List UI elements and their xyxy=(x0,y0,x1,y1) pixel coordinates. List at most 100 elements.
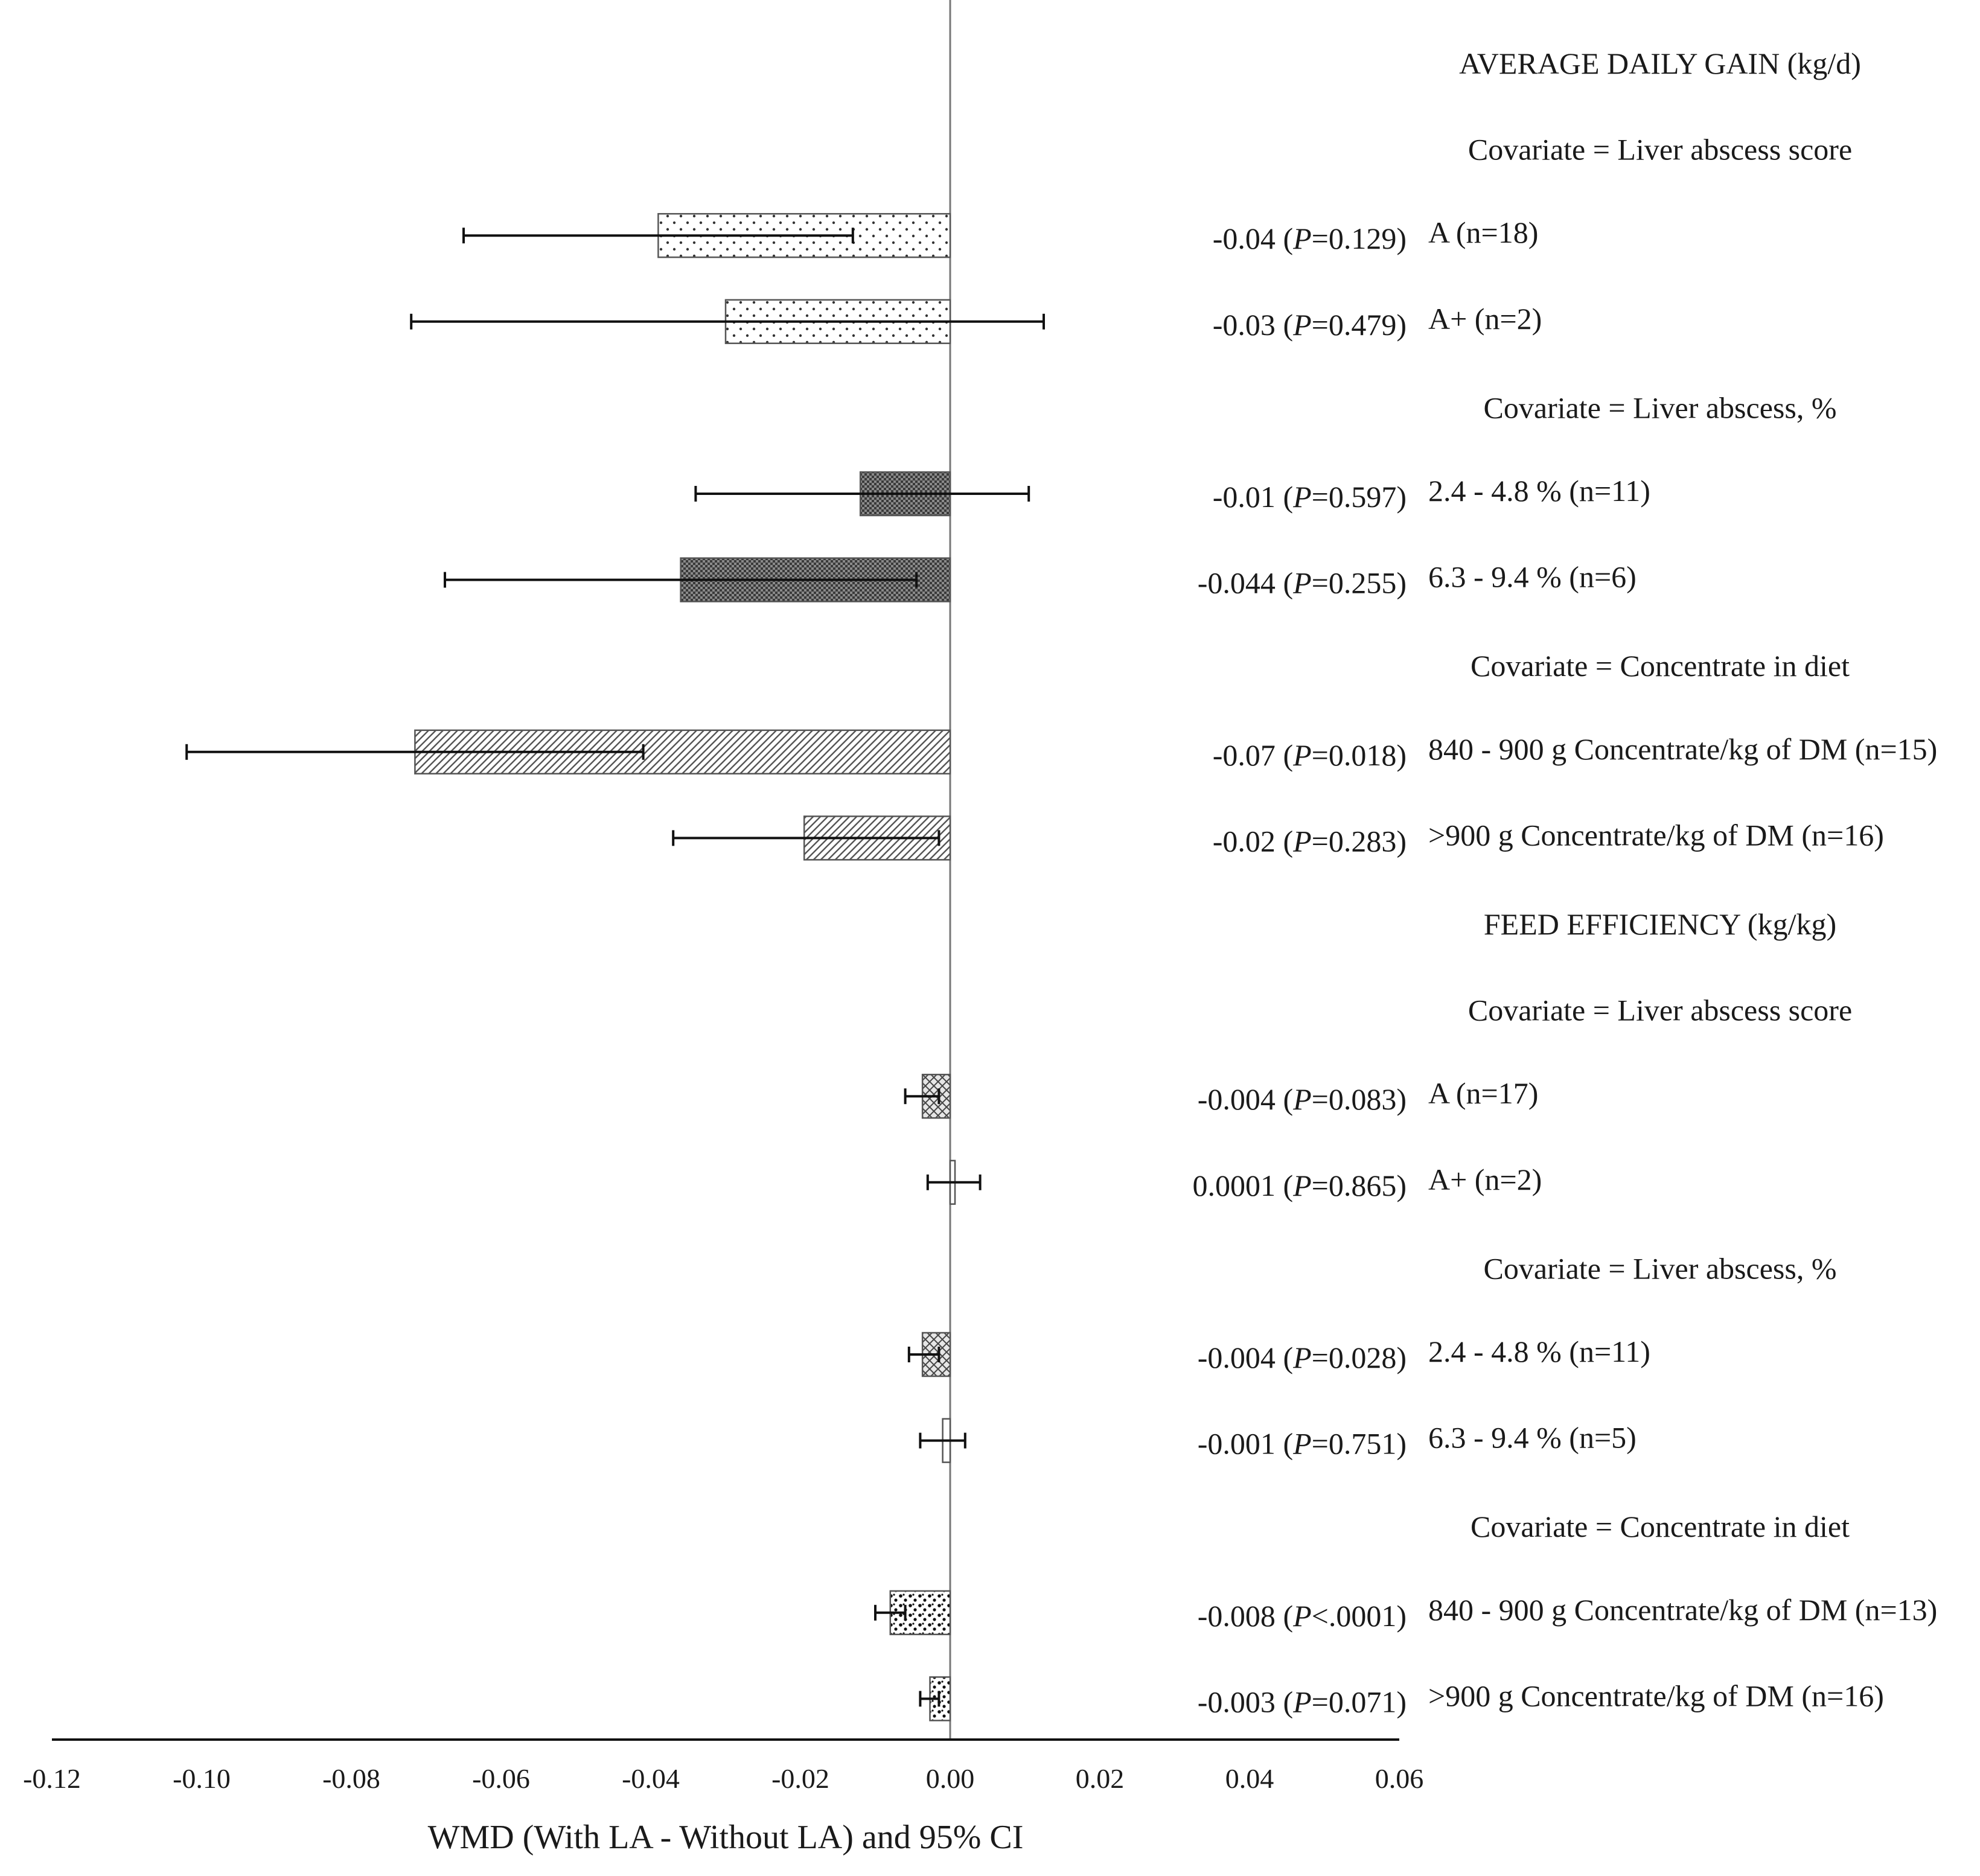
p-close: ) xyxy=(1396,308,1407,342)
p-open: ( xyxy=(1276,1341,1293,1374)
p-value: =0.865 xyxy=(1312,1169,1397,1202)
p-close: ) xyxy=(1396,1599,1407,1633)
row-label: A+ (n=2) xyxy=(1428,1163,1542,1196)
p-value: =0.597 xyxy=(1312,480,1397,514)
p-close: ) xyxy=(1396,566,1407,600)
p-symbol: P xyxy=(1292,1685,1312,1718)
p-open: ( xyxy=(1276,1082,1293,1116)
p-value: =0.129 xyxy=(1312,222,1397,255)
row-label: 2.4 - 4.8 % (n=11) xyxy=(1428,1335,1650,1368)
row-label: 6.3 - 9.4 % (n=6) xyxy=(1428,560,1637,594)
estimate-value: -0.004 xyxy=(1198,1082,1276,1116)
estimate-label: -0.044 (P=0.255) xyxy=(1198,566,1407,600)
p-symbol: P xyxy=(1292,222,1312,255)
section-title: AVERAGE DAILY GAIN (kg/d) xyxy=(1459,46,1861,80)
x-tick-label: 0.04 xyxy=(1225,1763,1274,1794)
p-value: =0.751 xyxy=(1312,1427,1397,1461)
p-symbol: P xyxy=(1292,1427,1312,1461)
p-close: ) xyxy=(1396,222,1407,255)
p-value: <.0001 xyxy=(1312,1599,1397,1633)
p-open: ( xyxy=(1276,566,1293,600)
p-value: =0.255 xyxy=(1312,566,1397,600)
row-label: >900 g Concentrate/kg of DM (n=16) xyxy=(1428,1679,1884,1712)
p-close: ) xyxy=(1396,1169,1407,1202)
x-tick-label: -0.06 xyxy=(472,1763,530,1794)
p-open: ( xyxy=(1276,1169,1293,1202)
p-open: ( xyxy=(1276,1685,1293,1718)
p-symbol: P xyxy=(1292,824,1312,858)
estimate-label: -0.07 (P=0.018) xyxy=(1213,738,1407,772)
estimate-value: -0.01 xyxy=(1213,480,1276,514)
estimate-value: -0.003 xyxy=(1198,1685,1276,1718)
p-close: ) xyxy=(1396,1341,1407,1374)
row-label: 840 - 900 g Concentrate/kg of DM (n=15) xyxy=(1428,732,1937,766)
p-open: ( xyxy=(1276,222,1293,255)
estimate-label: -0.008 (P<.0001) xyxy=(1198,1599,1407,1633)
p-close: ) xyxy=(1396,480,1407,514)
estimate-label: 0.0001 (P=0.865) xyxy=(1192,1169,1407,1202)
p-symbol: P xyxy=(1292,480,1312,514)
p-value: =0.028 xyxy=(1312,1341,1397,1374)
estimate-value: -0.008 xyxy=(1198,1599,1276,1633)
x-tick-label: 0.02 xyxy=(1076,1763,1125,1794)
x-tick-label: 0.06 xyxy=(1375,1763,1424,1794)
estimate-label: -0.004 (P=0.083) xyxy=(1198,1082,1407,1116)
p-open: ( xyxy=(1276,738,1293,772)
estimate-value: -0.02 xyxy=(1213,824,1276,858)
p-open: ( xyxy=(1276,1599,1293,1633)
p-symbol: P xyxy=(1292,738,1312,772)
p-symbol: P xyxy=(1292,308,1312,342)
section-title: FEED EFFICIENCY (kg/kg) xyxy=(1484,907,1836,941)
p-close: ) xyxy=(1396,824,1407,858)
p-symbol: P xyxy=(1292,1169,1312,1202)
row-label: A+ (n=2) xyxy=(1428,302,1542,336)
estimate-label: -0.02 (P=0.283) xyxy=(1213,824,1407,858)
estimate-label: -0.01 (P=0.597) xyxy=(1213,480,1407,514)
p-open: ( xyxy=(1276,480,1293,514)
x-tick-label: -0.10 xyxy=(173,1763,231,1794)
estimate-value: 0.0001 xyxy=(1192,1169,1276,1202)
p-close: ) xyxy=(1396,1427,1407,1461)
estimate-label: -0.04 (P=0.129) xyxy=(1213,222,1407,255)
covariate-header: Covariate = Liver abscess score xyxy=(1468,994,1852,1027)
p-symbol: P xyxy=(1292,1341,1312,1374)
p-value: =0.479 xyxy=(1312,308,1397,342)
p-symbol: P xyxy=(1292,566,1312,600)
estimate-label: -0.001 (P=0.751) xyxy=(1198,1427,1407,1461)
covariate-header: Covariate = Concentrate in diet xyxy=(1471,1510,1850,1543)
covariate-header: Covariate = Liver abscess score xyxy=(1468,133,1852,167)
p-value: =0.071 xyxy=(1312,1685,1397,1718)
x-tick-label: -0.08 xyxy=(322,1763,380,1794)
x-axis-title: WMD (With LA - Without LA) and 95% CI xyxy=(428,1819,1024,1856)
x-tick-label: 0.00 xyxy=(926,1763,975,1794)
x-tick-label: -0.12 xyxy=(23,1763,81,1794)
estimate-value: -0.004 xyxy=(1198,1341,1276,1374)
x-tick-label: -0.04 xyxy=(622,1763,680,1794)
p-close: ) xyxy=(1396,738,1407,772)
row-label: A (n=17) xyxy=(1428,1076,1538,1110)
p-value: =0.283 xyxy=(1312,824,1397,858)
estimate-value: -0.03 xyxy=(1213,308,1276,342)
row-label: >900 g Concentrate/kg of DM (n=16) xyxy=(1428,818,1884,852)
p-open: ( xyxy=(1276,1427,1293,1461)
p-close: ) xyxy=(1396,1082,1407,1116)
row-label: 6.3 - 9.4 % (n=5) xyxy=(1428,1421,1637,1455)
p-value: =0.083 xyxy=(1312,1082,1397,1116)
estimate-label: -0.03 (P=0.479) xyxy=(1213,308,1407,342)
p-value: =0.018 xyxy=(1312,738,1397,772)
p-close: ) xyxy=(1396,1685,1407,1718)
row-label: 2.4 - 4.8 % (n=11) xyxy=(1428,474,1650,508)
covariate-header: Covariate = Liver abscess, % xyxy=(1484,1251,1837,1285)
x-tick-label: -0.02 xyxy=(771,1763,829,1794)
covariate-header: Covariate = Liver abscess, % xyxy=(1484,391,1837,424)
estimate-value: -0.07 xyxy=(1213,738,1276,772)
estimate-value: -0.001 xyxy=(1198,1427,1276,1461)
estimate-value: -0.044 xyxy=(1198,566,1276,600)
covariate-header: Covariate = Concentrate in diet xyxy=(1471,649,1850,683)
p-symbol: P xyxy=(1292,1082,1312,1116)
row-label: 840 - 900 g Concentrate/kg of DM (n=13) xyxy=(1428,1593,1937,1627)
estimate-label: -0.003 (P=0.071) xyxy=(1198,1685,1407,1718)
estimate-value: -0.04 xyxy=(1213,222,1276,255)
estimate-label: -0.004 (P=0.028) xyxy=(1198,1341,1407,1374)
